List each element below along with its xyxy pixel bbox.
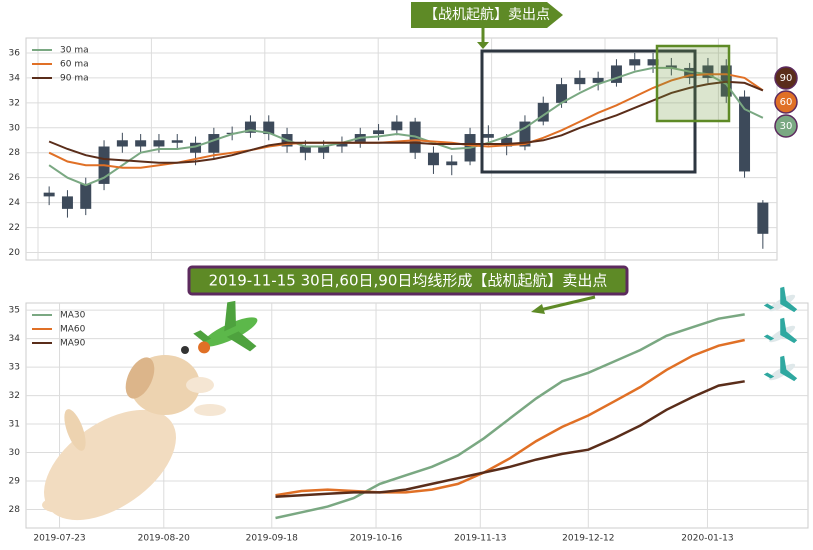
candle-body (373, 130, 385, 135)
arrow-head (477, 42, 489, 49)
plane-icon (763, 317, 798, 344)
banner (187, 265, 629, 296)
banner-text: 2019-11-15 30日,60日,90日均线形成【战机起航】卖出点 (209, 272, 608, 290)
end-label: 60 (780, 97, 793, 108)
candle-body (61, 196, 73, 209)
legend-label: MA90 (60, 339, 86, 349)
candle-body (427, 152, 439, 166)
y-tick-label: 34 (9, 73, 21, 83)
candle-body (665, 65, 677, 68)
legend-label: 60 ma (60, 60, 89, 70)
y-tick-label: 32 (9, 391, 20, 401)
ma-line (48, 80, 764, 164)
candle-body (43, 192, 55, 197)
ma-line (275, 338, 745, 497)
legend-label: 90 ma (60, 74, 89, 84)
plane-icon (763, 355, 798, 382)
y-tick-label: 36 (9, 48, 21, 58)
candle-body (519, 121, 531, 147)
y-tick-label: 28 (9, 505, 21, 515)
candle-body (574, 77, 586, 85)
candle-body (629, 59, 641, 66)
end-label-badge (774, 66, 798, 90)
candle-body (556, 84, 568, 103)
y-tick-label: 31 (9, 420, 20, 430)
x-tick-label: 2019-10-16 (350, 534, 403, 544)
candle-body (135, 140, 147, 147)
candle-body (739, 96, 751, 172)
y-tick-label: 29 (9, 477, 21, 487)
candle-body (702, 65, 714, 78)
y-tick-label: 34 (9, 334, 21, 344)
y-tick-label: 26 (9, 173, 21, 183)
banner (411, 2, 563, 28)
candle-body (537, 102, 549, 122)
y-tick-label: 32 (9, 98, 20, 108)
y-tick-label: 35 (9, 306, 20, 316)
candle-body (482, 134, 494, 138)
x-tick-label: 2019-11-13 (454, 534, 506, 544)
arrow-head (531, 304, 545, 314)
y-tick-label: 28 (9, 148, 21, 158)
candle-body (501, 137, 513, 147)
green-plane (193, 300, 258, 354)
dog-illustration (42, 346, 226, 521)
legend-label: MA30 (60, 311, 86, 321)
candle-body (757, 202, 769, 234)
ma-line (275, 313, 745, 520)
candle-body (318, 146, 330, 153)
x-tick-label: 2019-12-12 (562, 534, 614, 544)
x-tick-label: 2019-09-18 (246, 534, 299, 544)
banner-text: 【战机起航】卖出点 (424, 7, 550, 23)
y-tick-label: 22 (9, 223, 20, 233)
x-tick-label: 2019-08-20 (138, 534, 191, 544)
candle-body (80, 183, 92, 209)
candle-body (171, 140, 183, 143)
candle-body (647, 59, 659, 66)
candle-body (244, 121, 256, 133)
candle-body (391, 121, 403, 131)
legend-label: 30 ma (60, 46, 89, 56)
end-label-badge (774, 90, 798, 114)
legend-label: MA60 (60, 325, 86, 335)
candle-body (190, 142, 202, 153)
candle-body (116, 140, 128, 147)
arrow (539, 295, 596, 312)
y-tick-label: 33 (9, 363, 20, 373)
end-label-badge (774, 114, 798, 138)
plane-icon (763, 286, 798, 313)
candle-body (446, 161, 458, 166)
end-label: 90 (780, 73, 793, 84)
ma-line (48, 73, 764, 169)
candle-body (263, 121, 275, 135)
x-tick-label: 2019-07-23 (33, 534, 85, 544)
decorations (42, 2, 798, 521)
y-tick-label: 24 (9, 198, 21, 208)
candle-body (336, 142, 348, 147)
highlight-box (655, 44, 731, 123)
end-label: 30 (780, 121, 793, 132)
x-tick-label: 2020-01-13 (681, 534, 733, 544)
y-tick-label: 30 (9, 123, 21, 133)
candle-body (684, 67, 696, 78)
y-tick-label: 20 (9, 248, 21, 258)
candle-body (610, 65, 622, 83)
candle-body (208, 134, 220, 153)
ma-line (48, 66, 764, 187)
ma-line (275, 380, 745, 498)
candle-body (299, 146, 311, 153)
candle-body (153, 140, 165, 147)
candle-body (592, 77, 604, 83)
highlight-box (480, 49, 697, 174)
y-tick-label: 30 (9, 448, 21, 458)
